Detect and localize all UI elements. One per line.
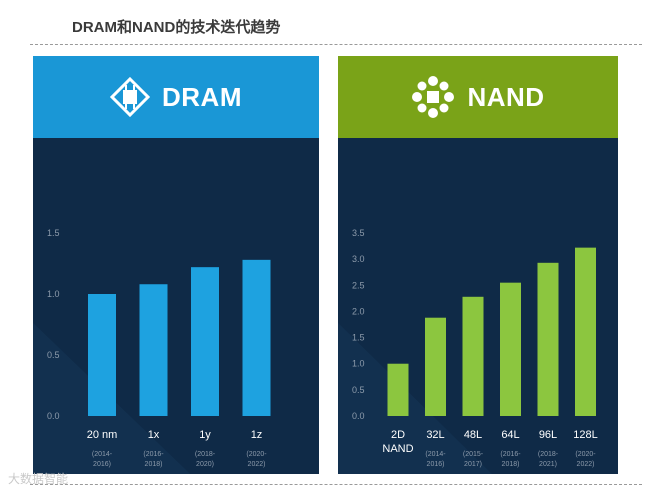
dram-y-tick-label: 1.5	[47, 228, 60, 238]
dram-bar	[88, 294, 116, 416]
nand-year-label: 2022)	[577, 461, 595, 468]
nand-year-label: (2018-	[538, 451, 559, 458]
nand-bar	[387, 363, 409, 416]
nand-header: NAND	[338, 56, 618, 138]
dram-header: DRAM	[33, 56, 319, 138]
dram-chart-title: DRAM	[162, 81, 242, 112]
dram-bar	[242, 259, 271, 416]
nand-y-tick-label: 1.0	[352, 359, 365, 369]
nand-bar	[575, 247, 596, 416]
nand-category-label: 48L	[464, 429, 482, 441]
watermark: 大数据智能	[8, 472, 69, 486]
nand-category-label: NAND	[382, 443, 413, 455]
nand-category-label: 128L	[573, 429, 597, 441]
nand-bar	[500, 282, 521, 416]
nand-y-tick-label: 2.5	[352, 280, 365, 290]
dram-panel: DRAM 0.0 0.5 1.0 1.5 20 nm (2014- 2016) 1x (2016…	[33, 56, 319, 474]
nand-year-label: 2021)	[539, 461, 557, 468]
dram-category-label: 1y	[199, 429, 211, 441]
top-divider	[30, 44, 642, 45]
nand-bar-chart: 0.0 0.5 1.0 1.5 2.0 2.5 3.0 3.5 2D NAND 32L (2014- 2…	[338, 228, 598, 474]
dram-bar	[191, 267, 219, 416]
panel-background-accent	[33, 322, 191, 474]
dram-year-label: (2016-	[143, 451, 164, 458]
nand-bar	[425, 317, 446, 416]
nand-year-label: (2020-	[575, 451, 596, 458]
nand-y-tick-label: 0.0	[352, 411, 365, 421]
dram-category-label: 20 nm	[87, 429, 118, 441]
nand-bar	[462, 296, 484, 416]
nand-year-label: 2018)	[502, 461, 520, 468]
dram-category-label: 1z	[251, 429, 263, 441]
dram-bar-chart: 0.0 0.5 1.0 1.5 20 nm (2014- 2016) 1x (2016- 2018…	[33, 228, 271, 474]
nand-year-label: 2017)	[464, 461, 482, 468]
nand-y-tick-label: 0.5	[352, 385, 365, 395]
page-title: DRAM和NAND的技术迭代趋势	[72, 19, 281, 36]
dram-year-label: (2020-	[246, 451, 267, 458]
nand-year-label: (2014-	[425, 451, 446, 458]
nand-y-tick-label: 2.0	[352, 306, 365, 316]
dram-year-label: 2018)	[145, 461, 163, 468]
dram-year-label: (2014-	[92, 451, 113, 458]
nand-chart-title: NAND	[467, 81, 545, 112]
nand-y-tick-label: 3.0	[352, 254, 365, 264]
nand-year-label: (2015-	[463, 451, 484, 458]
panel-background-accent	[338, 322, 492, 474]
bottom-divider	[30, 484, 642, 485]
dram-y-tick-label: 0.5	[47, 350, 60, 360]
nand-flower-icon	[412, 76, 455, 118]
nand-year-label: 2016)	[427, 461, 445, 468]
dram-year-label: 2016)	[93, 461, 111, 468]
dram-category-label: 1x	[148, 429, 160, 441]
nand-year-label: (2016-	[500, 451, 521, 458]
nand-category-label: 2D	[391, 429, 405, 441]
dram-chip-icon	[110, 77, 150, 117]
dram-y-tick-label: 0.0	[47, 411, 60, 421]
dram-year-label: (2018-	[195, 451, 216, 458]
nand-category-label: 96L	[539, 429, 557, 441]
dram-year-label: 2022)	[248, 461, 266, 468]
dram-bar	[139, 284, 168, 416]
dram-y-tick-label: 1.0	[47, 289, 60, 299]
nand-y-tick-label: 1.5	[352, 333, 365, 343]
nand-y-tick-label: 3.5	[352, 228, 365, 238]
nand-category-label: 32L	[426, 429, 444, 441]
nand-category-label: 64L	[501, 429, 519, 441]
nand-panel: NAND 0.0 0.5 1.0 1.5 2.0 2.5 3.0 3.5 2D NAND 32L (2…	[338, 56, 618, 474]
nand-bar	[537, 262, 559, 416]
dram-year-label: 2020)	[196, 461, 214, 468]
